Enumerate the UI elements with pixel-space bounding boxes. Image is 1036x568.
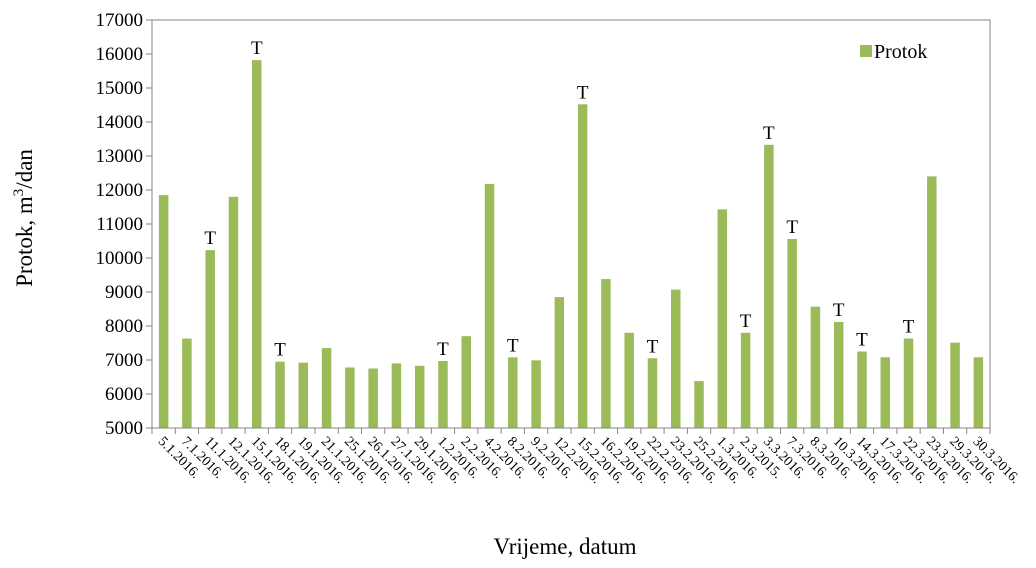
y-tick-label: 8000 bbox=[105, 316, 143, 337]
y-axis-title: Protok, m3/dan bbox=[11, 149, 37, 287]
bar bbox=[671, 289, 681, 428]
bar bbox=[391, 363, 402, 428]
bar-annotation: T bbox=[903, 317, 915, 338]
y-tick-label: 12000 bbox=[96, 180, 144, 201]
bar-annotation: T bbox=[437, 339, 449, 360]
bar bbox=[345, 367, 355, 428]
bar bbox=[252, 60, 262, 429]
bar-annotation: T bbox=[856, 330, 868, 351]
bar-annotation: T bbox=[833, 300, 845, 321]
bar bbox=[554, 297, 565, 428]
y-axis-ticks: 5000 6000 7000 8000 9000 10000 11000 12000 13000… bbox=[96, 10, 152, 439]
bar bbox=[973, 357, 984, 428]
bar bbox=[228, 196, 239, 428]
bar bbox=[950, 342, 960, 428]
bar bbox=[531, 360, 541, 428]
bar bbox=[880, 357, 890, 428]
bar bbox=[414, 365, 425, 428]
bar-annotation: T bbox=[274, 340, 286, 361]
bar-annotation: T bbox=[740, 311, 752, 332]
bar bbox=[903, 338, 914, 428]
bar-annotation: T bbox=[577, 82, 589, 103]
bar-annotation: T bbox=[251, 38, 263, 59]
bar-annotation: T bbox=[204, 228, 216, 249]
y-tick-label: 9000 bbox=[105, 282, 143, 303]
bar bbox=[694, 381, 704, 428]
x-axis-ticks: 5.1.2016.7.1.2016.11.1.2016.12.1.2016.15… bbox=[151, 428, 1022, 487]
bar-annotation: T bbox=[763, 123, 775, 144]
legend-swatch bbox=[860, 45, 872, 57]
bar bbox=[508, 357, 518, 428]
bar bbox=[857, 351, 867, 428]
bar bbox=[321, 348, 332, 428]
y-axis-title-sup: 3 bbox=[11, 189, 27, 197]
y-tick-label: 7000 bbox=[105, 350, 143, 371]
bar bbox=[647, 358, 658, 428]
bar bbox=[182, 338, 192, 428]
bar-annotation: T bbox=[647, 336, 659, 357]
bar bbox=[740, 332, 751, 428]
bar bbox=[461, 336, 471, 428]
y-tick-label: 13000 bbox=[96, 146, 144, 167]
bar bbox=[368, 368, 378, 428]
legend-label: Protok bbox=[874, 41, 927, 63]
y-tick-label: 10000 bbox=[96, 248, 144, 269]
bar bbox=[810, 306, 821, 428]
y-axis-title-unit: /dan bbox=[12, 149, 37, 189]
bar bbox=[205, 250, 215, 428]
plot-area-border bbox=[151, 19, 991, 429]
y-tick-label: 5000 bbox=[105, 418, 143, 439]
y-axis-title-main: Protok, m bbox=[12, 196, 37, 287]
y-tick-label: 14000 bbox=[96, 112, 144, 133]
bar bbox=[787, 238, 797, 428]
bar bbox=[764, 144, 774, 428]
y-tick-label: 11000 bbox=[96, 214, 143, 235]
x-axis-title: Vrijeme, datum bbox=[494, 534, 637, 559]
bar bbox=[438, 361, 448, 428]
bar bbox=[298, 362, 309, 428]
bars bbox=[158, 60, 984, 429]
bar bbox=[601, 279, 611, 428]
bar bbox=[484, 183, 495, 428]
bar bbox=[624, 332, 634, 428]
bar bbox=[717, 209, 728, 428]
bar-annotation: T bbox=[507, 335, 519, 356]
y-tick-label: 16000 bbox=[96, 44, 144, 65]
y-tick-label: 6000 bbox=[105, 384, 143, 405]
y-tick-label: 15000 bbox=[96, 78, 144, 99]
bar-annotation: T bbox=[786, 217, 798, 238]
bar bbox=[927, 176, 937, 428]
y-tick-label: 17000 bbox=[96, 10, 144, 31]
bar bbox=[833, 321, 844, 428]
bar bbox=[158, 195, 169, 428]
bar bbox=[577, 104, 588, 428]
bar bbox=[275, 361, 285, 428]
legend: Protok bbox=[860, 41, 927, 63]
